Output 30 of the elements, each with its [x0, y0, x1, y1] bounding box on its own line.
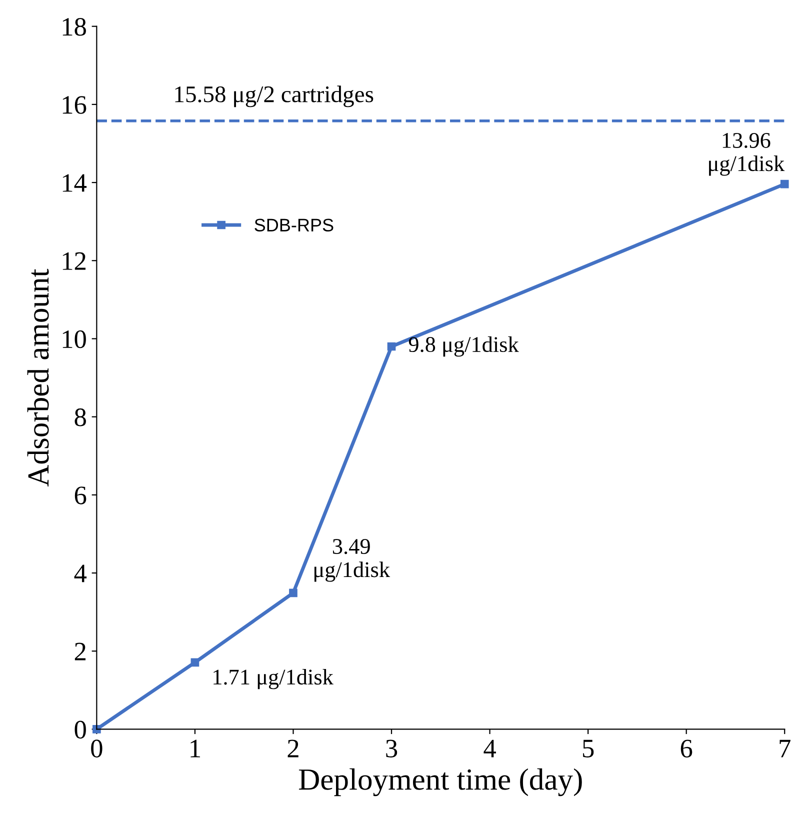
x-tick-label: 2 — [288, 740, 298, 758]
x-tick-label: 6 — [680, 740, 692, 758]
y-tick-label: 4 — [74, 564, 87, 582]
point — [289, 588, 298, 598]
y-tick-label: 12 — [62, 252, 86, 270]
y-tick-label: 0 — [74, 720, 86, 739]
point — [387, 342, 396, 351]
y-tick-label: 2 — [74, 642, 86, 660]
x-tick-label: 0 — [91, 740, 102, 758]
x-tick-label: 4 — [484, 740, 496, 758]
annotation: 9.8 μg/1disk — [408, 336, 519, 357]
y-tick-label: 8 — [74, 408, 86, 426]
ref-line-label: 15.58 μg/2 cartridges — [175, 86, 374, 108]
point — [780, 180, 789, 188]
x-axis-title: Deployment time (day) — [298, 768, 582, 796]
x-tick-label: 1 — [190, 740, 200, 758]
y-tick-label: 10 — [62, 330, 86, 348]
annotation: 13.96 μg/1disk — [709, 133, 785, 176]
x-tick-label: 7 — [780, 740, 790, 758]
y-tick-label: 16 — [62, 96, 86, 114]
y-tick-label: 18 — [62, 18, 86, 36]
y-tick-label: 14 — [62, 174, 87, 192]
x-tick-label: 3 — [386, 740, 398, 758]
x-tick-label: 5 — [583, 740, 594, 758]
legend-label: SDB-RPS — [254, 218, 334, 232]
point — [190, 658, 200, 667]
y-axis-title: Adsorbed amount — [27, 268, 49, 487]
y-tick-label: 6 — [74, 486, 86, 504]
annotation: 3.49 μg/1disk — [314, 539, 390, 582]
annotation: 1.71 μg/1disk — [214, 668, 334, 690]
